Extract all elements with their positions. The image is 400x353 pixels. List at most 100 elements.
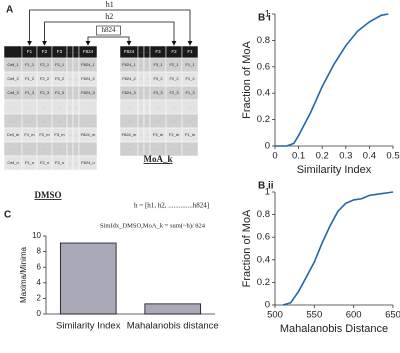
- cell-text: F3_n: [55, 160, 64, 165]
- cell-text: .: [146, 118, 147, 123]
- cell-text: .: [146, 76, 147, 81]
- cell-text: .: [29, 146, 30, 151]
- arrow: [109, 21, 177, 46]
- cell-text: .: [173, 104, 174, 109]
- cell-text: F3_m: [54, 132, 65, 137]
- y-axis-label: Maxima/Minima: [19, 246, 28, 303]
- cell-text: F2_1: [169, 62, 179, 67]
- cell-text: .: [157, 146, 158, 151]
- cell-text: F3_m: [153, 132, 164, 137]
- cell-text: .: [75, 90, 76, 95]
- panel-label: A: [6, 5, 13, 16]
- cell-text: F824_3: [81, 90, 95, 95]
- cell-text: F1_2: [25, 76, 35, 81]
- arrow: [42, 21, 110, 46]
- cell-text: F824_m: [81, 132, 96, 137]
- cell-text: .: [59, 118, 60, 123]
- y-tick-label: 4: [37, 278, 42, 287]
- cell-text: F3_3: [153, 90, 163, 95]
- x-tick-label: 0.2: [316, 151, 329, 162]
- cell-text: F1_1: [25, 62, 35, 67]
- arrow-label: h1: [106, 0, 114, 9]
- cell-text: .: [140, 76, 141, 81]
- cell-text: .: [12, 118, 13, 123]
- cell-text: .: [189, 146, 190, 151]
- cell-text: F824_1: [81, 62, 95, 67]
- y-tick-label: 0: [265, 300, 270, 311]
- panel-label: B ii: [258, 181, 274, 192]
- table-label: MoA_k: [144, 154, 173, 164]
- cell-text: .: [140, 104, 141, 109]
- x-tick-label: 0.4: [363, 151, 376, 162]
- cell-text: .: [157, 104, 158, 109]
- cell-text: F1_m: [24, 132, 35, 137]
- cell-text: F824_3: [122, 90, 136, 95]
- cell-text: .: [75, 62, 76, 67]
- cell-text: .: [75, 160, 76, 165]
- cell-text: .: [12, 146, 13, 151]
- y-tick-label: 0.8: [257, 35, 270, 46]
- cell-text: .: [75, 76, 76, 81]
- cell-text: .: [75, 118, 76, 123]
- cell-text: .: [69, 62, 70, 67]
- x-tick-label: 0.5: [386, 151, 399, 162]
- cell-text: .: [75, 146, 76, 151]
- cell-text: F3_2: [153, 76, 163, 81]
- cell: [78, 155, 98, 171]
- header-text: F2: [42, 49, 48, 54]
- y-tick-label: 10: [32, 231, 41, 240]
- cell: [181, 141, 199, 157]
- cell-text: F2_2: [40, 76, 50, 81]
- y-tick-label: 8: [37, 247, 42, 256]
- cell-text: .: [69, 132, 70, 137]
- header-text: F824: [124, 49, 135, 54]
- x-tick-label: 500: [267, 310, 283, 321]
- header-text: .: [69, 49, 70, 54]
- cell-text: F1_1: [185, 62, 195, 67]
- cell-text: F2_1: [40, 62, 50, 67]
- cell-text: .: [75, 104, 76, 109]
- cell-text: .: [140, 90, 141, 95]
- header-text: .: [140, 49, 141, 54]
- cell-text: F824_1: [122, 62, 136, 67]
- cell-text: F2_m: [39, 132, 50, 137]
- y-tick-label: 0.6: [257, 61, 270, 72]
- y-tick-label: 0.2: [257, 277, 270, 288]
- cell-text: .: [140, 146, 141, 151]
- cell-text: .: [146, 104, 147, 109]
- panel-label: B i: [258, 13, 271, 24]
- cell-text: F3_1: [55, 62, 65, 67]
- cell-text: Cell_3: [7, 90, 19, 95]
- table-label: DMSO: [35, 190, 62, 200]
- x-axis-label: Mahalanobis Distance: [280, 323, 388, 335]
- cell-text: .: [128, 146, 129, 151]
- cell-text: F2_3: [40, 90, 50, 95]
- x-tick-label: 0.1: [292, 151, 305, 162]
- arrow: [27, 9, 110, 46]
- cell-text: .: [128, 118, 129, 123]
- y-tick-label: 0.4: [257, 254, 270, 265]
- cell-text: F1_3: [25, 90, 35, 95]
- cell-text: Cell_1: [7, 62, 19, 67]
- cell-text: .: [69, 146, 70, 151]
- cell-text: .: [69, 118, 70, 123]
- cell-text: .: [146, 146, 147, 151]
- cell-text: .: [44, 118, 45, 123]
- header-text: F3: [155, 49, 161, 54]
- x-tick-label: Mahalanobis distance: [127, 321, 219, 332]
- x-tick-label: Similarity Index: [56, 321, 121, 332]
- header-text: .: [146, 49, 147, 54]
- arrow-label: h2: [105, 12, 113, 21]
- cell-text: .: [69, 104, 70, 109]
- cell-text: .: [140, 62, 141, 67]
- line: [282, 191, 394, 306]
- cell-text: F3_1: [153, 62, 163, 67]
- cell-text: .: [173, 118, 174, 123]
- bar: [59, 242, 117, 315]
- bar: [144, 303, 202, 315]
- cell-text: .: [146, 62, 147, 67]
- header-text: F1: [187, 49, 193, 54]
- cell-text: F1_2: [185, 76, 195, 81]
- cell-text: .: [146, 132, 147, 137]
